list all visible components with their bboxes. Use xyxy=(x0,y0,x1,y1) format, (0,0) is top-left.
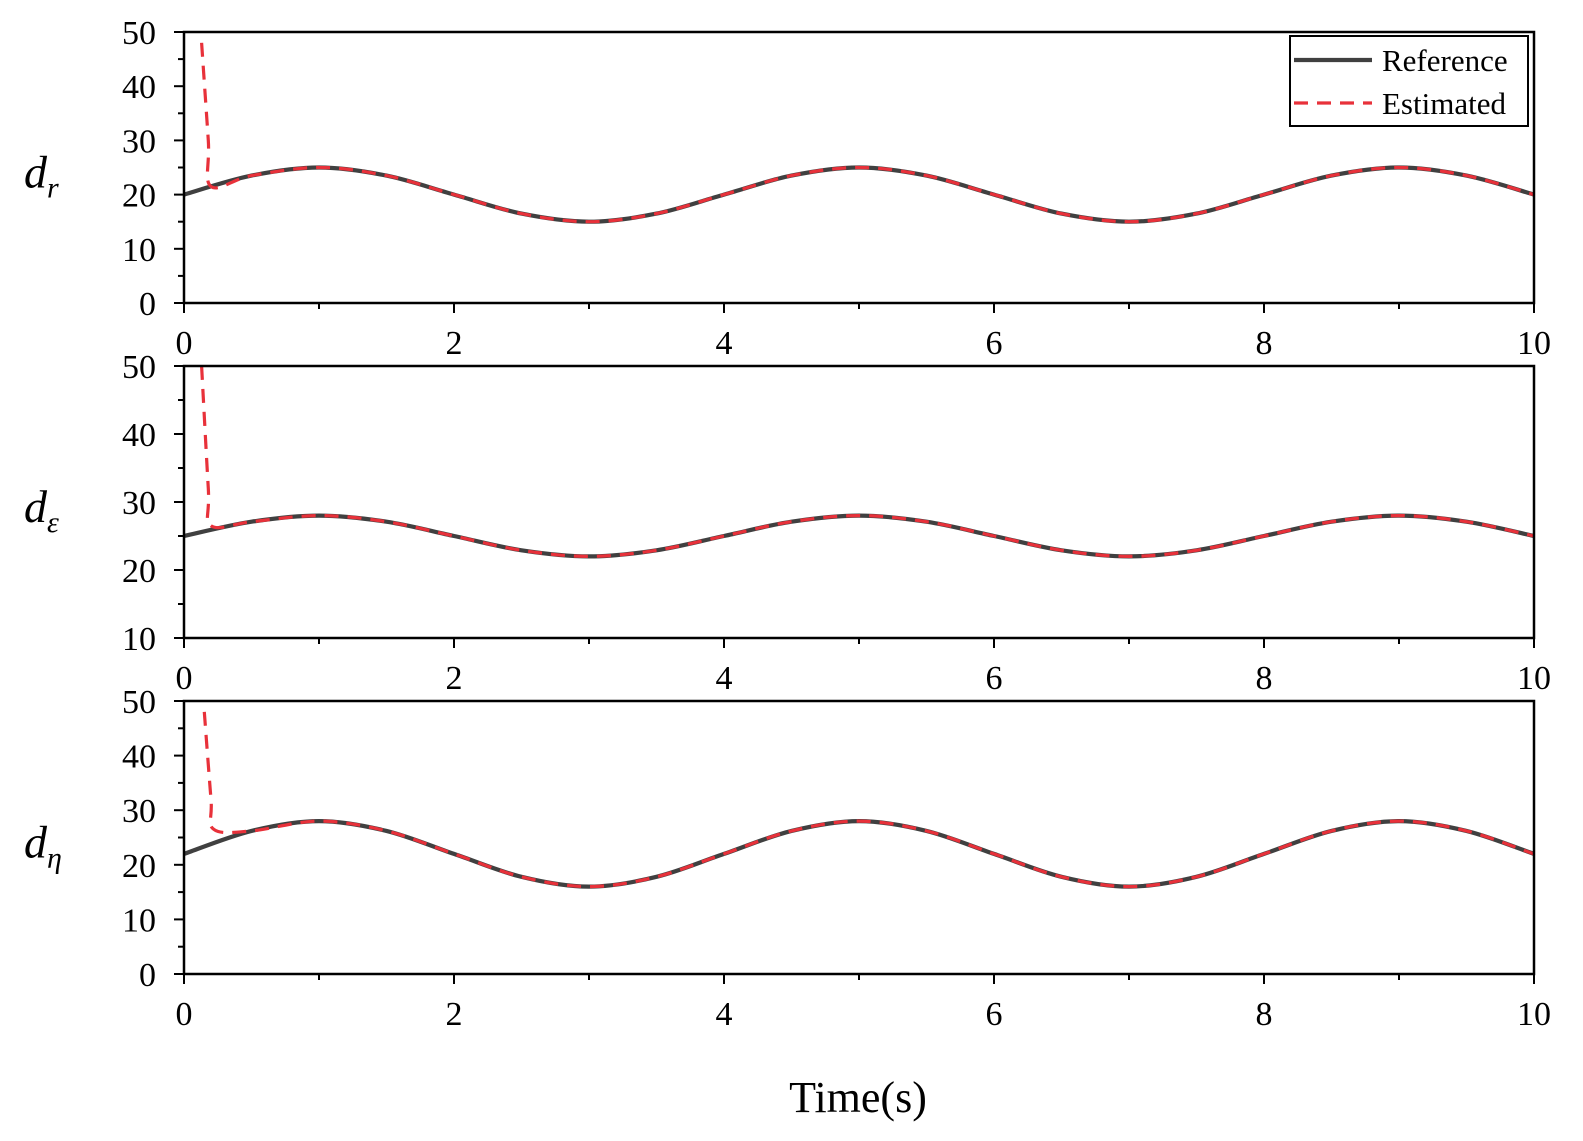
y-tick-label: 10 xyxy=(122,621,156,658)
legend-label-estimated: Estimated xyxy=(1382,86,1506,121)
x-tick-label: 2 xyxy=(446,996,463,1033)
x-tick-label: 4 xyxy=(716,660,733,697)
x-tick-label: 0 xyxy=(176,996,193,1033)
x-tick-label: 6 xyxy=(986,996,1003,1033)
y-tick-label: 40 xyxy=(122,69,156,106)
y-tick-label: 30 xyxy=(122,793,156,830)
y-tick-label: 40 xyxy=(122,417,156,454)
x-tick-label: 10 xyxy=(1517,996,1551,1033)
y-tick-label: 10 xyxy=(122,232,156,269)
y-tick-label: 20 xyxy=(122,178,156,215)
y-tick-label: 50 xyxy=(122,15,156,52)
x-tick-label: 8 xyxy=(1256,996,1273,1033)
y-tick-label: 10 xyxy=(122,902,156,939)
axes-frame xyxy=(182,699,1536,976)
x-tick-label: 10 xyxy=(1517,325,1551,362)
plot-area xyxy=(184,711,1534,889)
x-tick-label: 2 xyxy=(446,325,463,362)
y-axis-title: dr xyxy=(24,147,59,205)
plot-area xyxy=(184,42,1534,224)
axes-frame xyxy=(182,364,1536,640)
x-tick-label: 0 xyxy=(176,325,193,362)
x-tick-label: 0 xyxy=(176,660,193,697)
y-tick-label: 30 xyxy=(122,123,156,160)
y-axis-title: dε xyxy=(24,481,59,539)
subplot-3: 0 2 4 6 8 10 0 10 20 30 40 50 dη xyxy=(24,684,1551,1033)
y-tick-label: 50 xyxy=(122,349,156,386)
x-tick-label: 8 xyxy=(1256,660,1273,697)
x-tick-label: 2 xyxy=(446,660,463,697)
y-axis-title: dη xyxy=(24,817,62,875)
legend-box xyxy=(1289,35,1529,127)
x-tick-label: 8 xyxy=(1256,325,1273,362)
x-tick-label: 6 xyxy=(986,660,1003,697)
y-tick-label: 0 xyxy=(139,286,156,323)
x-axis-title: Time(s) xyxy=(789,1073,927,1122)
y-tick-label: 50 xyxy=(122,684,156,721)
y-tick-label: 30 xyxy=(122,485,156,522)
x-tick-label: 6 xyxy=(986,325,1003,362)
y-tick-label: 20 xyxy=(122,553,156,590)
legend-label-reference: Reference xyxy=(1382,43,1508,78)
subplot-1: 0 2 4 6 8 10 0 10 20 30 40 50 dr xyxy=(24,15,1551,362)
x-tick-label: 4 xyxy=(716,325,733,362)
x-tick-label: 10 xyxy=(1517,660,1551,697)
plot-area xyxy=(184,366,1534,559)
subplot-2: 0 2 4 6 8 10 10 20 30 40 50 dε xyxy=(24,349,1551,697)
legend: Reference Estimated xyxy=(1289,35,1529,127)
series-line-estimated xyxy=(200,42,1534,224)
x-tick-label: 4 xyxy=(716,996,733,1033)
y-tick-label: 0 xyxy=(139,957,156,994)
series-line-estimated xyxy=(202,711,1534,889)
y-tick-label: 20 xyxy=(122,848,156,885)
y-tick-label: 40 xyxy=(122,739,156,776)
series-line-estimated xyxy=(200,366,1534,559)
